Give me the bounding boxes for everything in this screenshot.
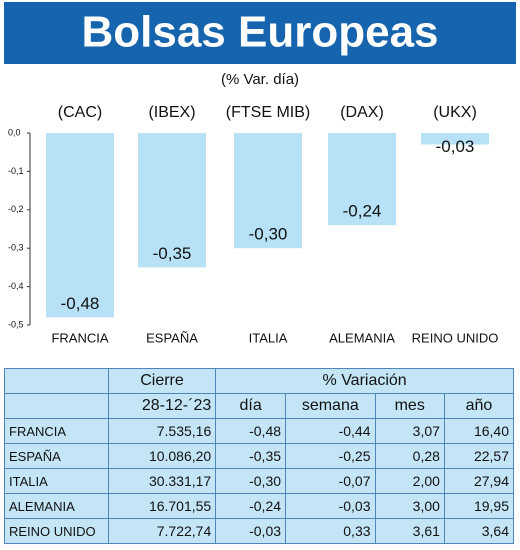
table-cell: % Variación [215, 368, 514, 394]
table-cell [4, 368, 109, 394]
chart: Bolsas Europeas (% Var. día) 0,0 -0,1 -0,2… [4, 2, 516, 345]
table-cell: -0,25 [285, 443, 376, 469]
table-cell: 16.701,55 [107, 493, 217, 519]
table-cell: semana [285, 393, 376, 419]
table-cell: -0,03 [285, 493, 376, 519]
table-cell: -0,30 [215, 468, 287, 494]
x-tick-label: FRANCIA [51, 330, 108, 345]
data-table: Cierre% Variación 28-12-´23 día semana mes añ… [4, 368, 515, 544]
table-cell: 30.331,17 [107, 468, 217, 494]
table-cell: 0,33 [285, 518, 376, 544]
index-code: (UKX) [433, 104, 477, 121]
table-row: 28-12-´23 día semana mes año [4, 393, 515, 419]
index-code: (DAX) [340, 104, 384, 121]
table-cell: REINO UNIDO [4, 518, 109, 544]
table-cell: -0,44 [285, 418, 376, 444]
value-label: -0,03 [436, 137, 475, 156]
table-cell: ITALIA [4, 468, 109, 494]
table-cell: 3,64 [443, 518, 515, 544]
bar [138, 133, 206, 268]
table-cell: 27,94 [443, 468, 515, 494]
bar [46, 133, 114, 318]
title-banner [4, 2, 516, 64]
table-cell: 7.722,74 [107, 518, 217, 544]
table-row: ESPAÑA 10.086,20 -0,35 -0,25 0,28 22,57 [4, 443, 515, 469]
y-tick-label: -0,1 [8, 166, 24, 176]
table-row: REINO UNIDO 7.722,74 -0,03 0,33 3,61 3,64 [4, 518, 515, 544]
table-cell: 3,07 [374, 418, 445, 444]
table-cell: -0,03 [215, 518, 287, 544]
chart-subtitle: (% Var. día) [221, 71, 299, 88]
y-tick-label: -0,5 [8, 319, 24, 329]
table-cell: -0,07 [285, 468, 376, 494]
table-cell: 10.086,20 [107, 443, 217, 469]
table-cell: FRANCIA [4, 418, 109, 444]
value-label: -0,30 [249, 225, 288, 244]
x-tick-label: ITALIA [249, 330, 288, 345]
table-cell: ALEMANIA [4, 493, 109, 519]
table-row: ALEMANIA 16.701,55 -0,24 -0,03 3,00 19,95 [4, 493, 515, 519]
y-tick-label: -0,2 [8, 204, 24, 214]
index-code: (CAC) [58, 104, 102, 121]
table-cell: 7.535,16 [107, 418, 217, 444]
table-cell: -0,48 [215, 418, 287, 444]
x-tick-label: REINO UNIDO [412, 330, 499, 345]
value-label: -0,48 [61, 294, 100, 313]
table-cell: 2,00 [374, 468, 445, 494]
table-cell: día [215, 393, 287, 419]
table-cell: -0,35 [215, 443, 287, 469]
table-row: ITALIA 30.331,17 -0,30 -0,07 2,00 27,94 [4, 468, 515, 494]
value-label: -0,24 [343, 202, 382, 221]
table-cell: mes [374, 393, 445, 419]
table-cell: 3,61 [374, 518, 445, 544]
table-cell: ESPAÑA [4, 443, 109, 469]
x-tick-label: ESPAÑA [146, 330, 198, 345]
y-tick-label: 0,0 [8, 127, 21, 137]
bar [234, 133, 302, 249]
table-cell: 19,95 [443, 493, 515, 519]
index-code: (IBEX) [148, 104, 195, 121]
table-cell: año [443, 393, 515, 419]
bar [328, 133, 396, 226]
table-cell: -0,24 [215, 493, 287, 519]
table-row: FRANCIA 7.535,16 -0,48 -0,44 3,07 16,40 [4, 418, 515, 444]
chart-title: Bolsas Europeas [81, 8, 438, 57]
bar [421, 133, 489, 145]
table-cell: 3,00 [374, 493, 445, 519]
index-code: (FTSE MIB) [226, 104, 310, 121]
table-cell: 28-12-´23 [107, 393, 217, 419]
y-tick-label: -0,4 [8, 281, 24, 291]
y-tick-label: -0,3 [8, 243, 24, 253]
table-cell [4, 393, 109, 419]
table-cell: Cierre [107, 368, 217, 394]
table-cell: 16,40 [443, 418, 515, 444]
table-cell: 22,57 [443, 443, 515, 469]
table-row: Cierre% Variación [4, 368, 514, 394]
value-label: -0,35 [153, 244, 192, 263]
x-tick-label: ALEMANIA [329, 330, 395, 345]
table-cell: 0,28 [374, 443, 445, 469]
